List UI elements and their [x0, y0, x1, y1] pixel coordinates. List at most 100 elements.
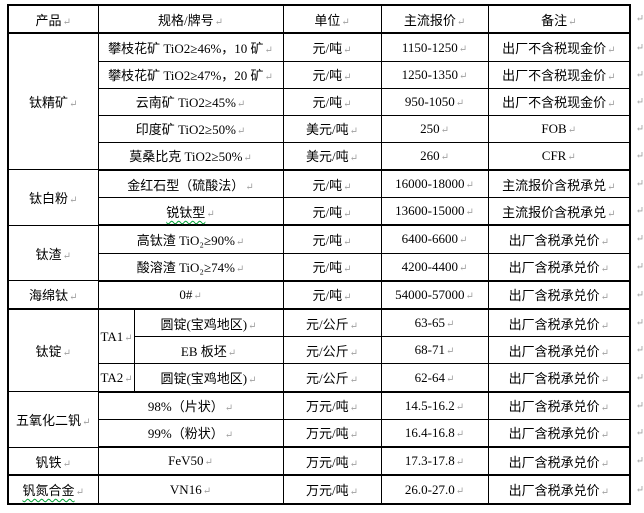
unit-value: 元/吨 [312, 288, 343, 304]
cell-end-mark: ↵ [600, 430, 609, 442]
header-unit-label: 单位 [314, 12, 341, 28]
note-cell: 出厂含税承兑价↵ ↵ [487, 224, 644, 254]
product-name: 钛渣 [35, 246, 62, 262]
price-value: 4200-4400 [401, 258, 458, 274]
price-value: 1150-1250 [401, 39, 458, 55]
product-name: 五氧化二钒 [16, 412, 82, 428]
price-cell: 16.4-16.8↵ [380, 418, 489, 449]
row-end-mark: ↵ [635, 69, 644, 81]
row-end-mark: ↵ [635, 13, 644, 25]
note-value: 出厂不含税现金价 [502, 41, 607, 56]
price-value: 54000-57000 [395, 286, 465, 302]
grade-value: TA2 [100, 369, 124, 385]
cell-end-mark: ↵ [440, 124, 449, 136]
cell-end-mark: ↵ [343, 292, 352, 304]
row-end-mark: ↵ [635, 427, 644, 439]
cell-end-mark: ↵ [264, 72, 273, 84]
spec-cell: 攀枝花矿 TiO2≥47%，20 矿↵ [97, 60, 284, 89]
cell-end-mark: ↵ [235, 236, 245, 248]
note-cell: 主流报价含税承兑↵ ↵ [487, 169, 644, 199]
cell-end-mark: ↵ [349, 126, 359, 138]
note-value: 出厂含税承兑价 [508, 232, 600, 248]
table-row: 莫桑比克 TiO2≥50%↵ 美元/吨↵ 260↵ CFR↵ ↵ [8, 141, 644, 171]
cell-end-mark: ↵ [349, 403, 359, 415]
price-cell: 13600-15000↵ [380, 197, 489, 227]
spec-value: 云南矿 TiO2≥45% [135, 95, 236, 111]
cell-end-mark: ↵ [600, 347, 609, 359]
spec-value: VN16 [169, 481, 202, 497]
cell-end-mark: ↵ [349, 487, 359, 499]
unit-value: 元/吨 [312, 95, 343, 111]
cell-end-mark: ↵ [465, 290, 474, 302]
unit-cell: 元/公斤↵ [282, 363, 382, 393]
cell-end-mark: ↵ [607, 181, 616, 193]
spec-cell: 0#↵ [97, 280, 284, 311]
note-cell: 出厂不含税现金价↵ ↵ [487, 87, 644, 116]
row-end-mark: ↵ [635, 150, 644, 162]
price-cell: 1250-1350↵ [380, 60, 489, 89]
price-value: 63-65 [414, 315, 445, 331]
cell-end-mark: ↵ [349, 347, 359, 359]
product-cell: 钛锭↵ [7, 308, 99, 393]
cell-end-mark: ↵ [440, 151, 449, 163]
unit-value: 元/吨 [312, 260, 343, 276]
header-spec: 规格/牌号↵ [97, 4, 284, 35]
cell-end-mark: ↵ [243, 153, 252, 165]
note-cell: 出厂不含税现金价↵ ↵ [487, 32, 644, 62]
note-value: 出厂含税承兑价 [508, 343, 600, 359]
cell-end-mark: ↵ [124, 332, 133, 344]
cell-end-mark: ↵ [343, 208, 352, 220]
cell-end-mark: ↵ [607, 45, 616, 56]
table-row: 钛渣↵ 高钛渣 TiO₂≥90%↵ 元/吨↵ 6400-6600↵ 出厂含税承兑… [7, 224, 644, 282]
unit-value: 元/吨 [312, 41, 343, 56]
price-cell: 26.0-27.0↵ [380, 474, 489, 505]
unit-cell: 元/吨↵ [282, 280, 382, 311]
cell-end-mark: ↵ [343, 72, 352, 84]
note-value: 出厂含税承兑价 [508, 483, 600, 499]
header-product-label: 产品 [35, 12, 62, 28]
cell-end-mark: ↵ [202, 485, 212, 497]
price-value: 62-64 [414, 369, 445, 385]
grade-cell: TA1↵ [97, 308, 135, 365]
spec-value: 攀枝花矿 TiO2≥46%，10 矿 [108, 41, 264, 56]
spec-cell: 98%（片状）↵ [97, 391, 284, 420]
spec-value: EB 板坯 [180, 343, 227, 359]
unit-cell: 万元/吨↵ [282, 391, 382, 420]
cell-end-mark: ↵ [600, 320, 609, 332]
cell-end-mark: ↵ [235, 264, 245, 276]
product-cell: 五氧化二钒↵ [7, 391, 99, 448]
product-name: 海绵钛 [29, 288, 69, 304]
cell-end-mark: ↵ [607, 99, 616, 111]
row-end-mark: ↵ [635, 123, 644, 135]
header-note: 备注↵ ↵ [487, 4, 644, 35]
cell-end-mark: ↵ [465, 207, 474, 219]
unit-value: 美元/吨 [306, 122, 349, 138]
cell-end-mark: ↵ [82, 416, 91, 428]
unit-value: 美元/吨 [306, 149, 349, 165]
cell-end-mark: ↵ [236, 99, 246, 111]
unit-cell: 元/公斤↵ [282, 336, 382, 365]
note-cell: 出厂不含税现金价↵ ↵ [487, 60, 644, 89]
cell-end-mark: ↵ [458, 70, 468, 82]
unit-value: 元/吨 [312, 204, 343, 220]
row-end-mark: ↵ [635, 455, 644, 467]
product-cell: 钛白粉↵ [7, 169, 99, 226]
note-cell: FOB↵ ↵ [487, 114, 644, 143]
spec-value: 圆锭(宝鸡地区) [160, 316, 248, 332]
product-cell: 海绵钛↵ [7, 280, 99, 311]
cell-end-mark: ↵ [248, 320, 257, 332]
product-cell: 钛渣↵ [7, 224, 99, 282]
header-price-label: 主流报价 [403, 12, 456, 28]
note-value: 出厂含税承兑价 [508, 288, 600, 304]
price-value: 14.5-16.2 [404, 397, 455, 413]
unit-value: 万元/吨 [306, 454, 349, 470]
cell-end-mark: ↵ [568, 16, 577, 28]
spec-cell: 圆锭(宝鸡地区)↵ [133, 308, 284, 338]
note-cell: 出厂含税承兑价↵ ↵ [487, 363, 644, 393]
price-value: 68-71 [414, 342, 445, 358]
cell-end-mark: ↵ [465, 180, 474, 192]
table-row: 攀枝花矿 TiO2≥47%，20 矿↵ 元/吨↵ 1250-1350↵ 出厂不含… [8, 60, 644, 89]
price-value: 1250-1350 [401, 66, 458, 82]
unit-cell: 美元/吨↵ [282, 114, 382, 143]
